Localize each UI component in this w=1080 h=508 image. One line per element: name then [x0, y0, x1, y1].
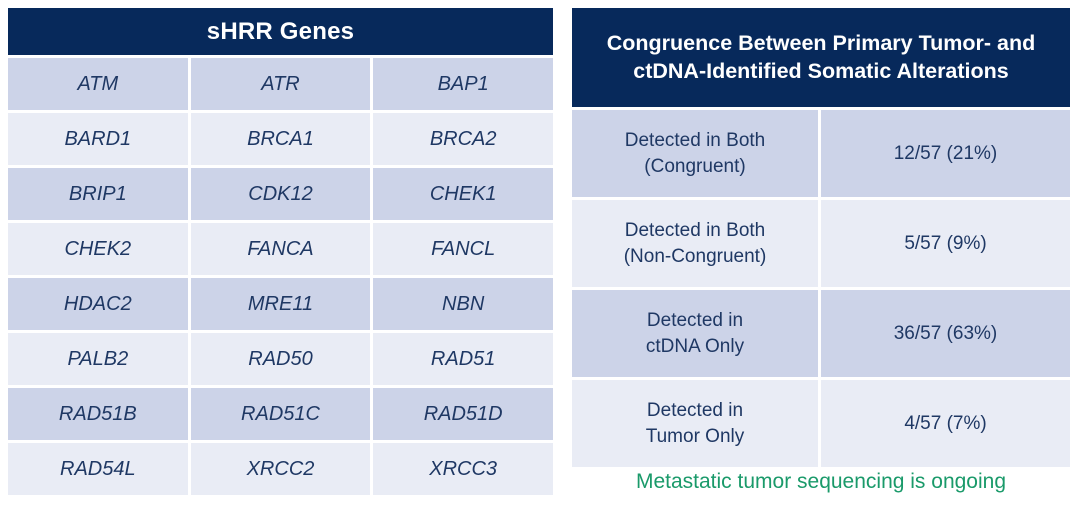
gene-cell: FANCA — [190, 223, 371, 275]
gene-cell: ATM — [8, 58, 188, 110]
shrr-genes-grid: ATM ATR BAP1 BARD1 BRCA1 BRCA2 BRIP1 CDK… — [8, 58, 553, 495]
footnote-text: Metastatic tumor sequencing is ongoing — [635, 470, 1007, 493]
gene-cell: NBN — [373, 278, 553, 330]
congruence-row-label: Detected in Tumor Only — [572, 380, 818, 467]
congruence-table: Congruence Between Primary Tumor- and ct… — [572, 8, 1070, 467]
gene-cell: CHEK2 — [8, 223, 188, 275]
gene-cell: BARD1 — [8, 113, 188, 165]
gene-cell: BAP1 — [373, 58, 553, 110]
gene-cell: ATR — [190, 58, 371, 110]
shrr-genes-table: sHRR Genes ATM ATR BAP1 BARD1 BRCA1 BRCA… — [8, 8, 553, 495]
congruence-row-value: 5/57 (9%) — [821, 200, 1070, 287]
gene-cell: RAD51 — [373, 333, 553, 385]
gene-cell: BRCA2 — [373, 113, 553, 165]
gene-cell: XRCC3 — [373, 443, 553, 495]
congruence-row-value: 12/57 (21%) — [821, 110, 1070, 197]
gene-cell: BRIP1 — [8, 168, 188, 220]
gene-cell: RAD54L — [8, 443, 188, 495]
gene-cell: RAD51B — [8, 388, 188, 440]
gene-cell: RAD51C — [190, 388, 371, 440]
gene-cell: XRCC2 — [190, 443, 371, 495]
congruence-row-label: Detected in Both (Congruent) — [572, 110, 818, 197]
gene-cell: FANCL — [373, 223, 553, 275]
gene-cell: BRCA1 — [190, 113, 371, 165]
congruence-row-value: 4/57 (7%) — [821, 380, 1070, 467]
gene-cell: RAD51D — [373, 388, 553, 440]
gene-cell: CHEK1 — [373, 168, 553, 220]
gene-cell: HDAC2 — [8, 278, 188, 330]
congruence-row-value: 36/57 (63%) — [821, 290, 1070, 377]
congruence-grid: Detected in Both (Congruent) 12/57 (21%)… — [572, 110, 1070, 467]
congruence-title: Congruence Between Primary Tumor- and ct… — [572, 8, 1070, 107]
shrr-genes-title: sHRR Genes — [8, 8, 553, 55]
congruence-row-label: Detected in Both (Non-Congruent) — [572, 200, 818, 287]
gene-cell: PALB2 — [8, 333, 188, 385]
gene-cell: MRE11 — [190, 278, 371, 330]
gene-cell: CDK12 — [190, 168, 371, 220]
gene-cell: RAD50 — [190, 333, 371, 385]
congruence-row-label: Detected in ctDNA Only — [572, 290, 818, 377]
